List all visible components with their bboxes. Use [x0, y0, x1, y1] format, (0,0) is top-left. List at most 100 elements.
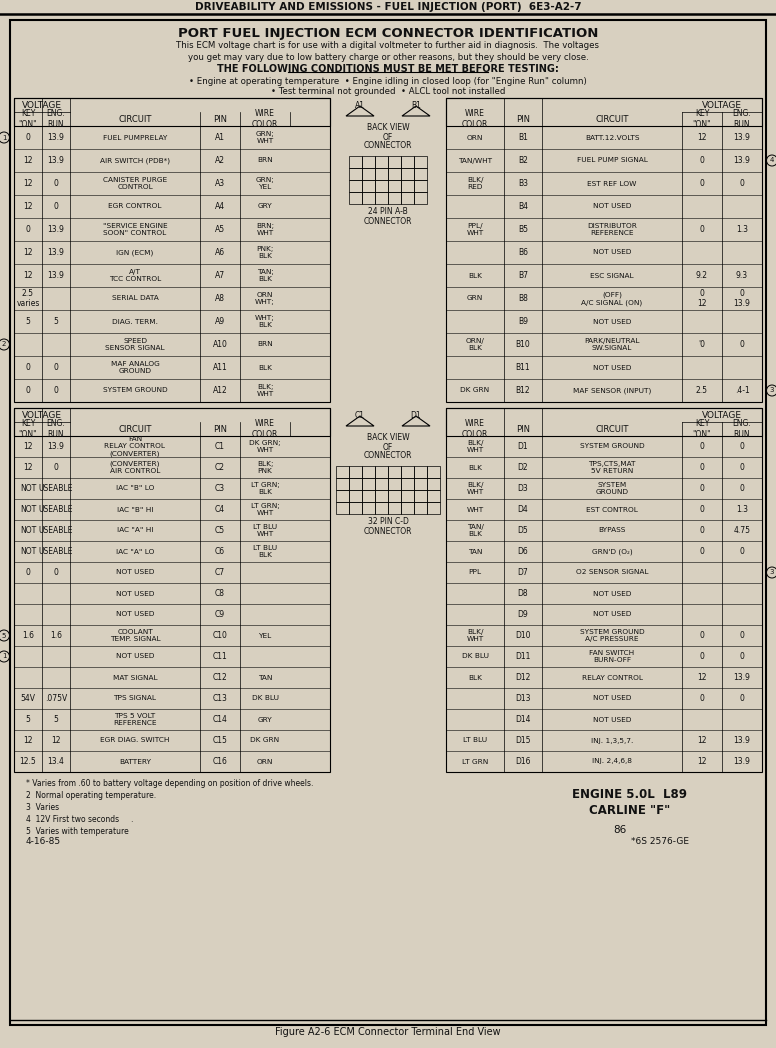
- Text: (CONVERTER)
AIR CONTROL: (CONVERTER) AIR CONTROL: [109, 461, 161, 475]
- Text: 2.5: 2.5: [696, 386, 708, 395]
- Text: GRN;
YEL: GRN; YEL: [255, 177, 274, 190]
- Text: 5  Varies with temperature: 5 Varies with temperature: [26, 828, 129, 836]
- Text: BLK;
WHT: BLK; WHT: [256, 384, 274, 397]
- Text: 0: 0: [699, 484, 705, 493]
- Bar: [375, 478, 388, 490]
- Text: BRN: BRN: [257, 342, 273, 348]
- Text: 12: 12: [698, 673, 707, 682]
- Text: 3  Varies: 3 Varies: [26, 804, 59, 812]
- Text: 13.9: 13.9: [47, 442, 64, 451]
- Bar: [401, 502, 414, 514]
- Text: WIRE
COLOR: WIRE COLOR: [252, 109, 278, 129]
- Text: PPL: PPL: [469, 569, 482, 575]
- Bar: [446, 99, 762, 126]
- Text: EGR CONTROL: EGR CONTROL: [108, 203, 161, 210]
- Text: 0: 0: [740, 179, 744, 188]
- Text: 3: 3: [770, 569, 774, 575]
- Text: SYSTEM GROUND: SYSTEM GROUND: [102, 388, 168, 393]
- Text: O2 SENSOR SIGNAL: O2 SENSOR SIGNAL: [576, 569, 648, 575]
- Bar: [427, 478, 440, 490]
- Text: LT GRN: LT GRN: [462, 759, 488, 764]
- Text: MAF ANALOG
GROUND: MAF ANALOG GROUND: [111, 361, 159, 374]
- Text: MAF SENSOR (INPUT): MAF SENSOR (INPUT): [573, 388, 651, 394]
- Text: LT BLU
BLK: LT BLU BLK: [253, 545, 277, 558]
- Text: KEY
"ON": KEY "ON": [693, 109, 712, 129]
- Text: TPS,CTS,MAT
5V RETURN: TPS,CTS,MAT 5V RETURN: [588, 461, 636, 474]
- Text: LT BLU: LT BLU: [463, 738, 487, 743]
- Bar: [362, 490, 375, 502]
- Text: A7: A7: [215, 271, 225, 280]
- Text: VOLTAGE: VOLTAGE: [22, 102, 62, 110]
- Text: 0: 0: [26, 568, 30, 577]
- Text: EST REF LOW: EST REF LOW: [587, 180, 636, 187]
- Bar: [388, 180, 401, 192]
- Bar: [388, 502, 401, 514]
- Text: 86: 86: [613, 825, 627, 835]
- Text: 13.9: 13.9: [47, 271, 64, 280]
- Text: SPEED
SENSOR SIGNAL: SPEED SENSOR SIGNAL: [106, 339, 165, 351]
- Text: ORN
WHT;: ORN WHT;: [255, 292, 275, 305]
- Bar: [336, 466, 349, 478]
- Text: CONNECTOR: CONNECTOR: [364, 217, 412, 225]
- Text: 0: 0: [26, 225, 30, 234]
- Text: C12: C12: [213, 673, 227, 682]
- Bar: [375, 466, 388, 478]
- Text: D7: D7: [518, 568, 528, 577]
- Text: .075V: .075V: [45, 694, 68, 703]
- Text: B11: B11: [516, 363, 530, 372]
- Text: * Varies from .60 to battery voltage depending on position of drive wheels.: * Varies from .60 to battery voltage dep…: [26, 780, 314, 788]
- Text: 0: 0: [699, 694, 705, 703]
- Text: EST CONTROL: EST CONTROL: [586, 506, 638, 512]
- Bar: [349, 502, 362, 514]
- Text: 1.3: 1.3: [736, 225, 748, 234]
- Text: B6: B6: [518, 248, 528, 257]
- Text: PIN: PIN: [516, 424, 530, 434]
- Bar: [349, 490, 362, 502]
- Bar: [414, 180, 427, 192]
- Text: BLK/
WHT: BLK/ WHT: [466, 629, 483, 642]
- Text: 0
12: 0 12: [698, 289, 707, 308]
- Text: B12: B12: [516, 386, 530, 395]
- Text: B1: B1: [411, 102, 421, 110]
- Text: 13.9: 13.9: [733, 736, 750, 745]
- Text: CONNECTOR: CONNECTOR: [364, 452, 412, 460]
- Text: 0: 0: [740, 484, 744, 493]
- Text: 0: 0: [740, 442, 744, 451]
- Text: PNK;
BLK: PNK; BLK: [256, 246, 274, 259]
- Bar: [401, 466, 414, 478]
- Bar: [446, 408, 762, 772]
- Text: BATT.12.VOLTS: BATT.12.VOLTS: [585, 134, 639, 140]
- Text: TAN/
BLK: TAN/ BLK: [466, 524, 483, 537]
- Text: 3: 3: [770, 388, 774, 393]
- Text: 13.9: 13.9: [47, 156, 64, 165]
- Bar: [375, 156, 388, 168]
- Text: D12: D12: [515, 673, 531, 682]
- Text: PIN: PIN: [516, 114, 530, 124]
- Text: 13.9: 13.9: [733, 673, 750, 682]
- Text: D5: D5: [518, 526, 528, 534]
- Text: ENG.
RUN: ENG. RUN: [47, 419, 65, 439]
- Text: WHT;
BLK: WHT; BLK: [255, 315, 275, 328]
- Bar: [446, 408, 762, 436]
- Bar: [414, 466, 427, 478]
- Text: A9: A9: [215, 316, 225, 326]
- Text: 0: 0: [26, 386, 30, 395]
- Bar: [336, 490, 349, 502]
- Bar: [362, 478, 375, 490]
- Text: CIRCUIT: CIRCUIT: [595, 424, 629, 434]
- Text: NOT: NOT: [20, 547, 36, 556]
- Bar: [375, 490, 388, 502]
- Text: 5: 5: [54, 715, 58, 724]
- Text: D8: D8: [518, 589, 528, 598]
- Text: PIN: PIN: [213, 424, 227, 434]
- Text: NOT: NOT: [20, 484, 36, 493]
- Text: 24 PIN A-B: 24 PIN A-B: [368, 208, 408, 217]
- Text: A6: A6: [215, 248, 225, 257]
- Text: C2: C2: [215, 463, 225, 472]
- Text: D16: D16: [515, 757, 531, 766]
- Text: 0: 0: [699, 547, 705, 556]
- Text: B2: B2: [518, 156, 528, 165]
- Text: 2  Normal operating temperature.: 2 Normal operating temperature.: [26, 791, 156, 801]
- Text: TAN: TAN: [468, 548, 482, 554]
- Text: NOT USED: NOT USED: [593, 696, 631, 701]
